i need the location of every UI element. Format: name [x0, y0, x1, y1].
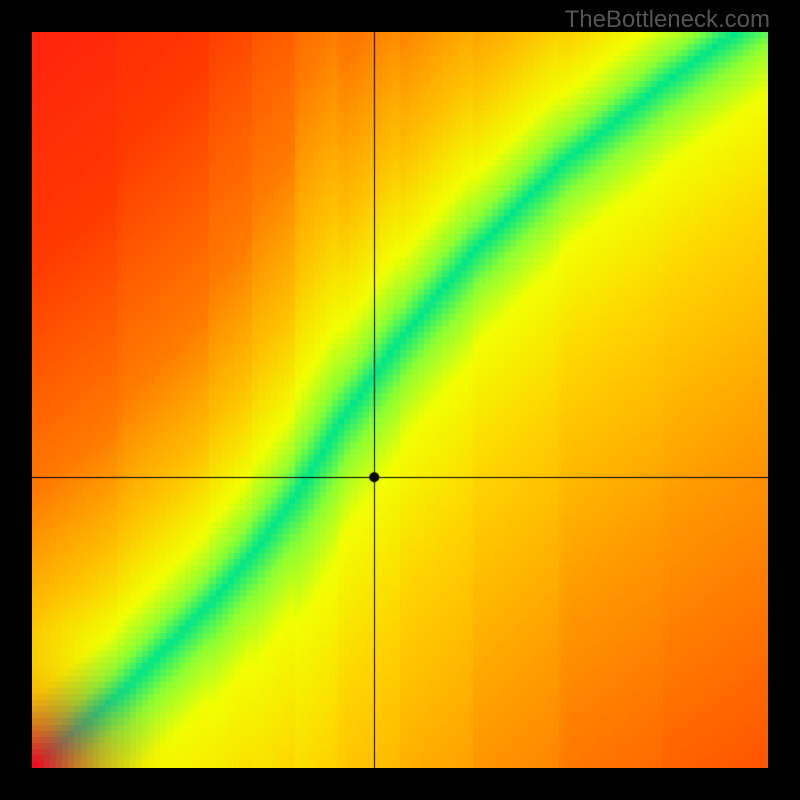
chart-container: { "watermark": { "text": "TheBottleneck.…: [0, 0, 800, 800]
heatmap-canvas: [32, 32, 768, 768]
watermark-text: TheBottleneck.com: [565, 6, 770, 34]
heatmap-plot: [32, 32, 768, 768]
